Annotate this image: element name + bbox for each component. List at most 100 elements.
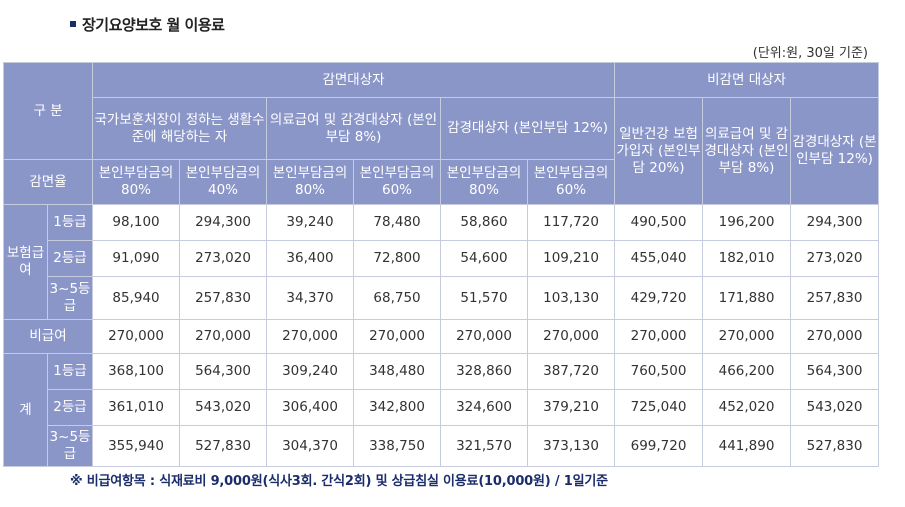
table-row: 3~5등급 85,940 257,830 34,370 68,750 51,57… (4, 276, 880, 320)
table-cell: 117,720 (527, 204, 616, 241)
header-row-1: 구 분 감면대상자 비감면 대상자 (2, 62, 880, 160)
table-cell: 39,240 (266, 204, 355, 241)
table-cell: 270,000 (527, 319, 616, 354)
header-reduced-12: 감경대상자 (본인부담 12%) (440, 97, 616, 160)
grade-label: 2등급 (46, 240, 94, 277)
table-cell: 273,020 (790, 240, 880, 277)
header-reduced-12-nr: 감경대상자 (본인부담 12%) (790, 97, 880, 205)
header-rate-80-c: 본인부담금의 80% (440, 159, 529, 205)
table-cell: 171,880 (702, 276, 792, 320)
table-cell: 452,020 (702, 389, 792, 426)
table-cell: 348,480 (353, 353, 442, 390)
table-cell: 306,400 (266, 389, 355, 426)
table-row: 3~5등급 355,940 527,830 304,370 338,750 32… (4, 425, 880, 467)
table-cell: 109,210 (527, 240, 616, 277)
table-cell: 379,210 (527, 389, 616, 426)
header-rate-40: 본인부담금의 40% (179, 159, 268, 205)
header-national-basic-living: 국가보훈처장이 정하는 생활수준에 해당하는 자 (92, 97, 268, 160)
table-cell: 270,000 (92, 319, 181, 354)
header-reduction-rate: 감면율 (2, 159, 94, 205)
table-cell: 361,010 (92, 389, 181, 426)
table-cell: 270,000 (790, 319, 880, 354)
grade-label: 1등급 (46, 353, 94, 390)
square-bullet-icon (70, 20, 76, 27)
table-cell: 51,570 (440, 276, 529, 320)
table-cell: 270,000 (266, 319, 355, 354)
table-cell: 294,300 (790, 204, 880, 241)
table-cell: 725,040 (614, 389, 704, 426)
row-group-insurance: 보험급여 (3, 204, 48, 320)
table-cell: 304,370 (266, 425, 355, 467)
table-cell: 429,720 (614, 276, 704, 320)
header-medical-aid-nr: 의료급여 및 감경대상자 (본인부담 8%) (702, 97, 792, 205)
table-cell: 196,200 (702, 204, 792, 241)
row-group-non-covered: 비급여 (2, 319, 94, 354)
header-rate-60-b: 본인부담금의 60% (527, 159, 616, 205)
table-cell: 85,940 (92, 276, 181, 320)
table-row: 비급여 270,000 270,000 270,000 270,000 270,… (2, 319, 880, 354)
header-category: 구 분 (2, 62, 94, 160)
table-cell: 68,750 (353, 276, 442, 320)
table-cell: 103,130 (527, 276, 616, 320)
header-rate-80-b: 본인부담금의 80% (266, 159, 355, 205)
table-cell: 564,300 (790, 353, 880, 390)
table-cell: 36,400 (266, 240, 355, 277)
table-cell: 527,830 (179, 425, 268, 467)
fee-table: 구 분 감면대상자 비감면 대상자 국가보훈처장이 정하는 생활수준에 해당하는… (2, 62, 880, 467)
table-cell: 182,010 (702, 240, 792, 277)
table-cell: 466,200 (702, 353, 792, 390)
grade-label: 1등급 (46, 204, 94, 241)
table-cell: 294,300 (179, 204, 268, 241)
header-rate-60-a: 본인부담금의 60% (353, 159, 442, 205)
table-cell: 58,860 (440, 204, 529, 241)
table-cell: 321,570 (440, 425, 529, 467)
table-cell: 342,800 (353, 389, 442, 426)
table-cell: 543,020 (790, 389, 880, 426)
header-non-reduced-group: 비감면 대상자 (614, 62, 880, 98)
table-cell: 324,600 (440, 389, 529, 426)
table-cell: 441,890 (702, 425, 792, 467)
table-cell: 257,830 (790, 276, 880, 320)
table-cell: 490,500 (614, 204, 704, 241)
grade-label: 2등급 (46, 389, 94, 426)
table-cell: 373,130 (527, 425, 616, 467)
header-row-2: 국가보훈처장이 정하는 생활수준에 해당하는 자 의료급여 및 감경대상자 (본… (4, 97, 880, 205)
table-cell: 368,100 (92, 353, 181, 390)
table-cell: 257,830 (179, 276, 268, 320)
table-cell: 91,090 (92, 240, 181, 277)
table-cell: 78,480 (353, 204, 442, 241)
table-cell: 455,040 (614, 240, 704, 277)
table-cell: 699,720 (614, 425, 704, 467)
grade-label: 3~5등급 (46, 276, 94, 320)
header-general-health: 일반건강 보험가입자 (본인부담 20%) (614, 97, 704, 205)
table-cell: 72,800 (353, 240, 442, 277)
table-cell: 270,000 (702, 319, 792, 354)
table-cell: 54,600 (440, 240, 529, 277)
table-cell: 564,300 (179, 353, 268, 390)
table-cell: 270,000 (353, 319, 442, 354)
table-cell: 355,940 (92, 425, 181, 467)
table-cell: 98,100 (92, 204, 181, 241)
table-cell: 338,750 (353, 425, 442, 467)
table-cell: 309,240 (266, 353, 355, 390)
table-cell: 760,500 (614, 353, 704, 390)
header-medical-aid: 의료급여 및 감경대상자 (본인부담 8%) (266, 97, 442, 160)
header-row-3: 감면율 본인부담금의 80% 본인부담금의 40% 본인부담금의 80% 본인부… (2, 159, 879, 205)
table-row: 계 1등급 368,100 564,300 309,240 348,480 32… (3, 353, 880, 467)
page-title-text: 장기요양보호 월 이용료 (82, 16, 225, 34)
table-cell: 34,370 (266, 276, 355, 320)
table-cell: 270,000 (179, 319, 268, 354)
table-row: 2등급 361,010 543,020 306,400 342,800 324,… (4, 389, 880, 426)
table-cell: 543,020 (179, 389, 268, 426)
header-reduced-group: 감면대상자 (92, 62, 616, 98)
grade-label: 3~5등급 (46, 425, 94, 467)
table-cell: 387,720 (527, 353, 616, 390)
footnote: ※ 비급여항목 : 식재료비 9,000원(식사3회. 간식2회) 및 상급침실… (70, 474, 608, 489)
page-title: 장기요양보호 월 이용료 (70, 14, 225, 35)
header-rate-80-a: 본인부담금의 80% (92, 159, 181, 205)
table-cell: 273,020 (179, 240, 268, 277)
table-row: 2등급 91,090 273,020 36,400 72,800 54,600 … (4, 240, 880, 277)
table-cell: 328,860 (440, 353, 529, 390)
table-row: 보험급여 1등급 98,100 294,300 39,240 78,480 58… (3, 204, 880, 320)
table-cell: 527,830 (790, 425, 880, 467)
